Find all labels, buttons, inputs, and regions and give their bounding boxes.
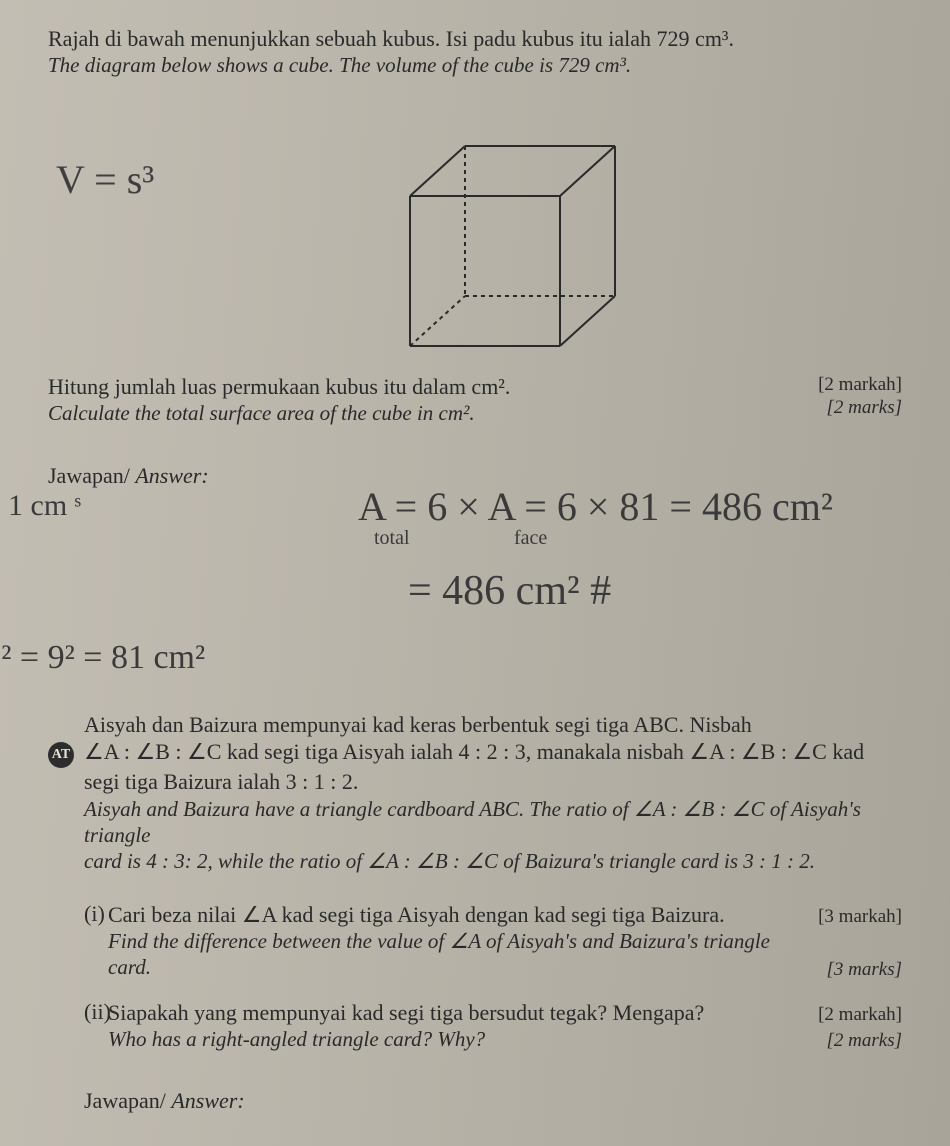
exam-page: Rajah di bawah menunjukkan sebuah kubus.… — [0, 0, 950, 1146]
q2-m-line1: Aisyah dan Baizura mempunyai kad keras b… — [48, 711, 902, 739]
answer-label-2-text: Jawapan/ — [84, 1088, 171, 1113]
q1-malay: Hitung jumlah luas permukaan kubus itu d… — [48, 374, 510, 401]
q2-e-line1: Aisyah and Baizura have a triangle cardb… — [84, 796, 902, 849]
intro-text: Rajah di bawah menunjukkan sebuah kubus.… — [48, 26, 902, 78]
sub-i-malay: Cari beza nilai ∠A kad segi tiga Aisyah … — [108, 901, 725, 929]
sub-ii-english: Who has a right-angled triangle card? Wh… — [108, 1026, 485, 1052]
handwritten-sub-face: face — [514, 527, 547, 550]
q2-m-line2: ∠A : ∠B : ∠C kad segi tiga Aisyah ialah … — [84, 738, 864, 766]
cube-diagram — [290, 126, 710, 356]
q1-marks-english: [2 marks] — [818, 397, 902, 420]
roman-i: (i) — [48, 901, 92, 981]
q2-m-line2-row: AT ∠A : ∠B : ∠C kad segi tiga Aisyah ial… — [48, 738, 902, 768]
sub-i-line-english: Find the difference between the value of… — [108, 928, 902, 981]
handwritten-answer-area: 1 cm ˢ A = 6 × A = 6 × 81 = 486 cm² tota… — [48, 489, 902, 539]
handwritten-line1: A = 6 × A = 6 × 81 = 486 cm² — [358, 483, 833, 530]
answer-label-2-italic: Answer: — [171, 1088, 244, 1113]
intro-malay: Rajah di bawah menunjukkan sebuah kubus.… — [48, 26, 902, 53]
answer-label-text: Jawapan/ — [48, 463, 135, 488]
q1-marks: [2 markah] [2 marks] — [818, 374, 902, 420]
sub-ii-line-english: Who has a right-angled triangle card? Wh… — [108, 1026, 902, 1052]
sub-i-english: Find the difference between the value of… — [108, 928, 787, 981]
q2-body-english: Aisyah and Baizura have a triangle cardb… — [48, 796, 902, 875]
sub-ii-malay: Siapakah yang mempunyai kad segi tiga be… — [108, 999, 704, 1027]
sub-question-i: (i) Cari beza nilai ∠A kad segi tiga Ais… — [48, 901, 902, 981]
question-surface-area: Hitung jumlah luas permukaan kubus itu d… — [48, 374, 902, 426]
q1-english: Calculate the total surface area of the … — [48, 401, 510, 427]
sub-i-body: Cari beza nilai ∠A kad segi tiga Aisyah … — [108, 901, 902, 981]
handwritten-formula-v: V = s³ — [48, 126, 278, 203]
q1-marks-malay: [2 markah] — [818, 374, 902, 397]
sub-ii-marks-malay: [2 markah] — [782, 1004, 902, 1026]
roman-ii: (ii) — [48, 999, 92, 1053]
sub-question-ii: (ii) Siapakah yang mempunyai kad segi ti… — [48, 999, 902, 1053]
q2-body-malay: Aisyah dan Baizura mempunyai kad keras b… — [48, 711, 902, 796]
sub-i-marks-malay: [3 markah] — [782, 906, 902, 928]
question-2: Aisyah dan Baizura mempunyai kad keras b… — [48, 711, 902, 1115]
sub-ii-line-malay: Siapakah yang mempunyai kad segi tiga be… — [108, 999, 902, 1027]
cube-svg — [380, 126, 620, 356]
sub-i-marks-english: [3 marks] — [787, 959, 902, 981]
formula-and-cube-row: V = s³ — [48, 126, 902, 356]
q1-text: Hitung jumlah luas permukaan kubus itu d… — [48, 374, 510, 426]
q2-e-line2: card is 4 : 3: 2, while the ratio of ∠A … — [84, 848, 902, 874]
bullet-icon: AT — [48, 742, 74, 768]
sub-i-line-malay: Cari beza nilai ∠A kad segi tiga Aisyah … — [108, 901, 902, 929]
answer-label-2: Jawapan/ Answer: — [48, 1088, 902, 1114]
q2-m-line3: segi tiga Baizura ialah 3 : 1 : 2. — [48, 768, 902, 796]
sub-ii-body: Siapakah yang mempunyai kad segi tiga be… — [108, 999, 902, 1053]
handwritten-sub-total: total — [374, 527, 410, 550]
handwritten-line2: = 486 cm² # — [408, 567, 611, 615]
handwritten-rms: 1 cm ˢ — [8, 489, 81, 523]
sub-ii-marks-english: [2 marks] — [782, 1030, 902, 1052]
answer-label-italic: Answer: — [135, 463, 208, 488]
intro-english: The diagram below shows a cube. The volu… — [48, 53, 902, 79]
handwritten-line3: s² = 9² = 81 cm² — [0, 639, 205, 677]
